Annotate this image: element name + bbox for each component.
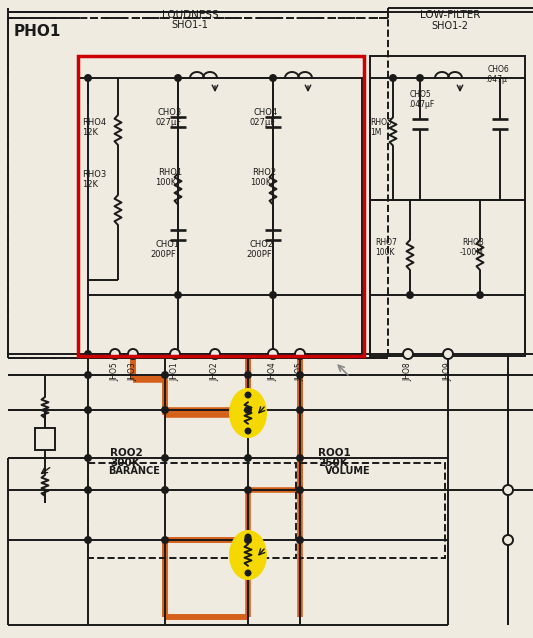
Circle shape [175, 292, 181, 298]
Circle shape [162, 487, 168, 493]
Circle shape [175, 75, 181, 81]
Circle shape [110, 349, 120, 359]
Text: 12K: 12K [82, 128, 98, 137]
Text: RHO8: RHO8 [462, 238, 484, 247]
Text: JHO8: JHO8 [403, 362, 413, 381]
Circle shape [503, 485, 513, 495]
Text: JHO5: JHO5 [110, 362, 119, 381]
Circle shape [246, 535, 251, 540]
Text: SHO1-1: SHO1-1 [172, 20, 208, 30]
Text: RHO3: RHO3 [82, 170, 106, 179]
Text: .047μF: .047μF [408, 100, 434, 109]
Circle shape [246, 570, 251, 575]
Text: ROO1: ROO1 [318, 448, 351, 458]
Circle shape [297, 487, 303, 493]
Ellipse shape [229, 530, 267, 580]
Text: JHO5: JHO5 [295, 362, 304, 381]
Text: 100K: 100K [250, 178, 271, 187]
Circle shape [210, 349, 220, 359]
Text: RHO5: RHO5 [370, 118, 392, 127]
Text: 200PF: 200PF [150, 250, 176, 259]
Text: LOW-FILTER: LOW-FILTER [420, 10, 480, 20]
Circle shape [268, 349, 278, 359]
Circle shape [270, 75, 276, 81]
Text: 300K: 300K [110, 458, 140, 468]
Circle shape [477, 292, 483, 298]
Bar [300, 463, 445, 558]
Text: RHO4: RHO4 [82, 118, 106, 127]
Circle shape [162, 372, 168, 378]
Text: BARANCE: BARANCE [108, 466, 160, 476]
Circle shape [245, 407, 251, 413]
Circle shape [270, 292, 276, 298]
Text: ROO2: ROO2 [110, 448, 143, 458]
Text: CHO2: CHO2 [250, 240, 274, 249]
Text: RHO2: RHO2 [252, 168, 276, 177]
Text: .047μ: .047μ [485, 75, 507, 84]
Bar [88, 463, 296, 558]
Text: PHO1: PHO1 [14, 24, 61, 39]
Circle shape [295, 349, 305, 359]
Circle shape [128, 349, 138, 359]
Text: 027μF: 027μF [155, 118, 181, 127]
Text: JHO9: JHO9 [443, 362, 453, 381]
Text: SHO1-2: SHO1-2 [432, 21, 469, 31]
Text: RHO7: RHO7 [375, 238, 397, 247]
Text: 1M: 1M [370, 128, 382, 137]
Bar [78, 56, 364, 356]
Text: CHO4: CHO4 [253, 108, 277, 117]
Circle shape [85, 75, 91, 81]
Text: VOLUME: VOLUME [325, 466, 370, 476]
Circle shape [443, 349, 453, 359]
Text: -100M: -100M [460, 248, 484, 257]
Bar [8, 18, 388, 358]
Text: 027μF: 027μF [250, 118, 276, 127]
Ellipse shape [229, 388, 267, 438]
Bar [35, 428, 55, 450]
Circle shape [162, 455, 168, 461]
Circle shape [403, 349, 413, 359]
Circle shape [85, 455, 91, 461]
Text: CHO3: CHO3 [158, 108, 182, 117]
Circle shape [245, 487, 251, 493]
Text: 12K: 12K [82, 180, 98, 189]
Circle shape [85, 372, 91, 378]
Circle shape [85, 351, 91, 357]
Text: 100K: 100K [155, 178, 176, 187]
Circle shape [162, 407, 168, 413]
Circle shape [85, 487, 91, 493]
Text: RHO1: RHO1 [158, 168, 182, 177]
Circle shape [297, 537, 303, 543]
Circle shape [246, 429, 251, 433]
Circle shape [297, 455, 303, 461]
Text: JHO2: JHO2 [211, 362, 220, 381]
Circle shape [85, 537, 91, 543]
Text: JHO1: JHO1 [171, 362, 180, 381]
Bar [370, 56, 525, 356]
Text: JHO3: JHO3 [128, 362, 138, 381]
Circle shape [297, 372, 303, 378]
Text: JHO4: JHO4 [269, 362, 278, 381]
Text: LOUDNESS: LOUDNESS [161, 10, 219, 20]
Text: CHO5: CHO5 [410, 90, 432, 99]
Circle shape [297, 407, 303, 413]
Text: 250K: 250K [318, 458, 348, 468]
Circle shape [170, 349, 180, 359]
Circle shape [417, 75, 423, 81]
Circle shape [245, 455, 251, 461]
Text: 200PF: 200PF [246, 250, 272, 259]
Circle shape [503, 535, 513, 545]
Text: 100K: 100K [375, 248, 394, 257]
Circle shape [246, 392, 251, 397]
Circle shape [85, 407, 91, 413]
Circle shape [245, 372, 251, 378]
Text: CHO1: CHO1 [155, 240, 179, 249]
Circle shape [162, 537, 168, 543]
Circle shape [245, 537, 251, 543]
Circle shape [390, 75, 396, 81]
Circle shape [407, 292, 413, 298]
Text: CHO6: CHO6 [488, 65, 510, 74]
